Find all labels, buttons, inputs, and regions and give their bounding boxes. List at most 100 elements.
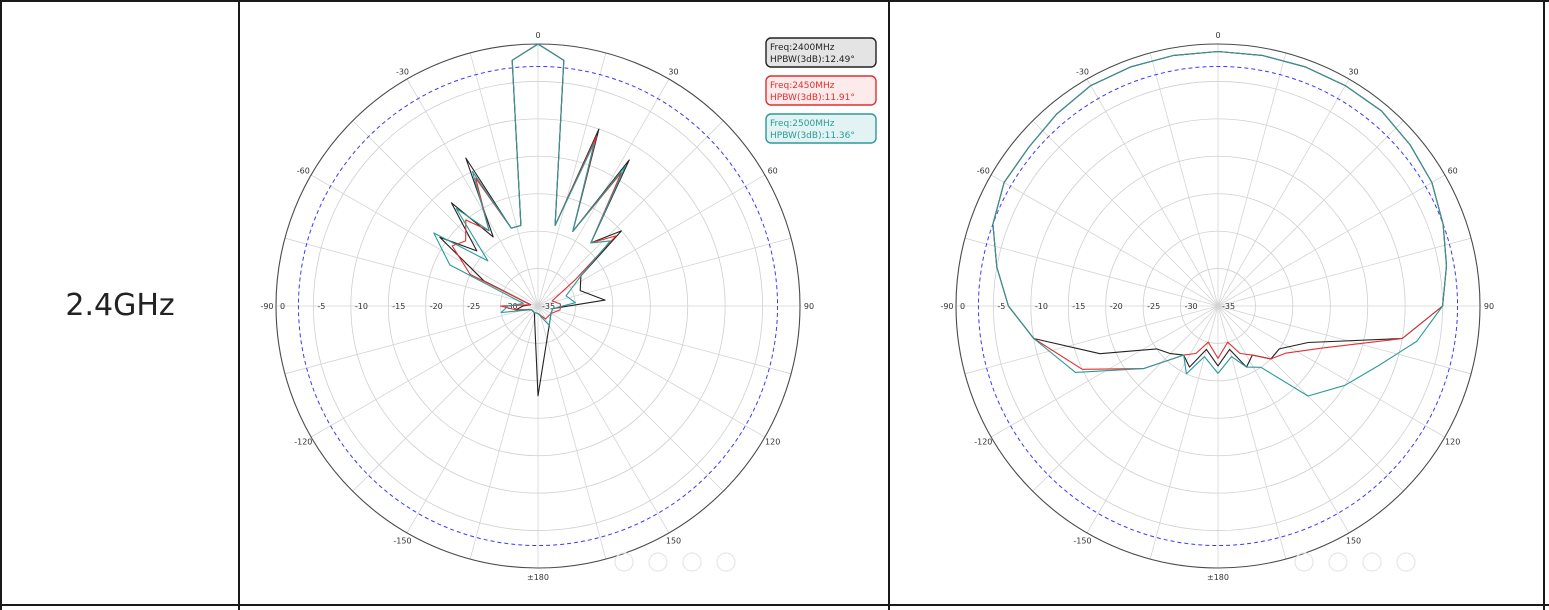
angle-tick-label: 30 [668, 67, 678, 76]
angle-tick-label: 90 [1484, 302, 1494, 311]
radial-tick-label: -30 [505, 302, 518, 311]
angle-tick-label: 0 [535, 31, 540, 40]
grid-spoke [352, 305, 539, 492]
legend-entry-box [765, 37, 877, 68]
watermark-icon [1294, 552, 1314, 572]
watermark-icon [1362, 552, 1382, 572]
chart-legend: Freq:2400MHz HPBW(3dB):12.49° Freq:2450MHz… [765, 37, 877, 144]
polar-chart-right: 0 30 60 90 120 150 ±180 -150 -120 -90 -60 -30 0 -5 -10… [940, 31, 1494, 582]
angle-tick-label: 90 [804, 302, 814, 311]
watermark-icon [614, 552, 634, 572]
grid-spoke [1149, 305, 1219, 560]
grid-spoke [469, 305, 539, 560]
series-trace [451, 43, 622, 320]
angle-tick-label: -150 [1073, 537, 1091, 546]
radial-tick-label: -10 [355, 302, 368, 311]
radial-tick-label: -5 [997, 302, 1005, 311]
watermark-icon [682, 552, 702, 572]
grid-spoke [1217, 305, 1404, 492]
angle-tick-label: -30 [1076, 67, 1089, 76]
angle-tick-label: 60 [768, 167, 778, 176]
grid-spoke [1217, 305, 1287, 560]
grid-spoke [537, 174, 766, 307]
grid-spoke [1149, 52, 1219, 307]
angle-tick-label: -120 [294, 438, 312, 447]
grid-spoke [1217, 174, 1446, 307]
grid-spoke [537, 305, 607, 560]
grid-spoke [537, 120, 724, 307]
grid-spoke [537, 237, 792, 307]
grid-spoke [1217, 305, 1472, 375]
radial-tick-label: 0 [280, 302, 285, 311]
legend-hpbw: HPBW(3dB):12.49° [770, 55, 855, 65]
angle-tick-label: 120 [1445, 438, 1460, 447]
radial-tick-label: -20 [1110, 302, 1123, 311]
angle-tick-label: ±180 [1207, 573, 1229, 582]
grid-spoke [537, 305, 724, 492]
radial-tick-label: -25 [467, 302, 480, 311]
legend-hpbw: HPBW(3dB):11.91° [770, 93, 855, 103]
grid-spoke [1217, 52, 1287, 307]
radial-tick-label: -15 [1072, 302, 1085, 311]
radial-tick-label: -20 [430, 302, 443, 311]
legend-entry-box [765, 75, 877, 106]
grid-spoke [1217, 78, 1350, 307]
grid-spoke [1086, 78, 1219, 307]
angle-tick-label: 150 [1346, 537, 1361, 546]
grid-spoke [537, 305, 766, 438]
radial-tick-label: -10 [1035, 302, 1048, 311]
angle-tick-label: 0 [1215, 31, 1220, 40]
grid-spoke [310, 174, 539, 307]
angle-tick-label: -90 [940, 302, 953, 311]
radial-tick-label: 0 [960, 302, 965, 311]
watermark-icon [648, 552, 668, 572]
watermark-icons [1294, 552, 1416, 572]
grid-spoke [964, 305, 1219, 375]
grid-spoke [469, 52, 539, 307]
watermark-icon [1396, 552, 1416, 572]
angle-tick-label: -30 [396, 67, 409, 76]
radial-tick-label: -35 [542, 302, 555, 311]
series-trace [433, 43, 626, 326]
series-trace [992, 50, 1448, 397]
grid-spoke [1217, 120, 1404, 307]
radial-tick-label: -35 [1222, 302, 1235, 311]
watermark-icon [716, 552, 736, 572]
polar-grid [956, 44, 1480, 568]
angle-tick-label: -60 [977, 167, 990, 176]
angle-tick-label: -60 [297, 167, 310, 176]
grid-spoke [1217, 305, 1350, 534]
grid-spoke [990, 305, 1219, 438]
grid-spoke [964, 237, 1219, 307]
grid-spoke [284, 305, 539, 375]
angle-tick-label: 120 [765, 438, 780, 447]
angle-tick-label: -90 [260, 302, 273, 311]
legend-entry-box [765, 113, 877, 144]
radial-tick-label: -30 [1185, 302, 1198, 311]
reference-ring [297, 65, 779, 547]
grid-spoke [537, 52, 607, 307]
legend-frequency: Freq:2500MHz [770, 119, 835, 129]
legend-frequency: Freq:2400MHz [770, 43, 835, 53]
grid-spoke [1032, 305, 1219, 492]
grid-spoke [406, 305, 539, 534]
radial-tick-label: -15 [392, 302, 405, 311]
angle-tick-label: ±180 [527, 573, 549, 582]
grid-spoke [537, 305, 792, 375]
watermark-icons [614, 552, 736, 572]
frequency-band-label: 2.4GHz [65, 287, 175, 323]
grid-spoke [352, 120, 539, 307]
grid-spoke [537, 305, 670, 534]
grid-spoke [284, 237, 539, 307]
angle-tick-label: -150 [393, 537, 411, 546]
angle-tick-label: -120 [974, 438, 992, 447]
grid-spoke [1217, 305, 1446, 438]
legend-hpbw: HPBW(3dB):11.36° [770, 131, 855, 141]
radial-tick-label: -5 [317, 302, 325, 311]
outer-ring [955, 43, 1481, 569]
angle-tick-label: 30 [1348, 67, 1358, 76]
angle-tick-label: 150 [666, 537, 681, 546]
legend-frequency: Freq:2450MHz [770, 81, 835, 91]
grid-spoke [406, 78, 539, 307]
grid-spoke [1086, 305, 1219, 534]
